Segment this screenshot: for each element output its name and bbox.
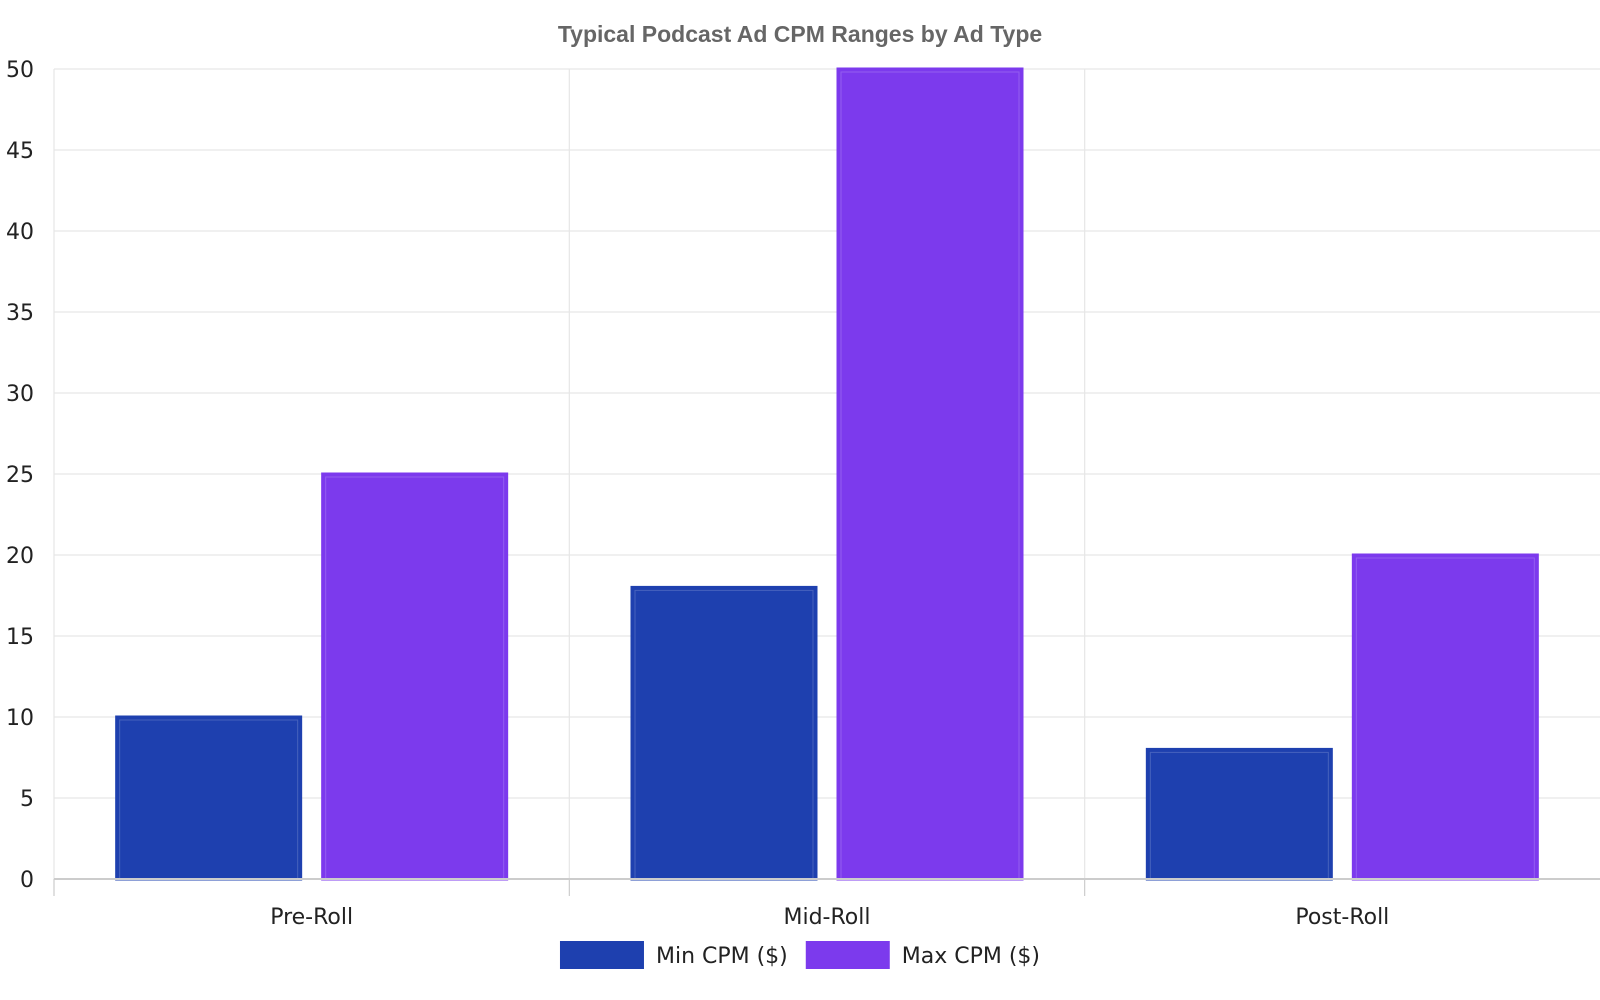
y-tick-label: 40: [6, 220, 34, 245]
x-tick-label: Pre-Roll: [270, 905, 353, 930]
chart-title: Typical Podcast Ad CPM Ranges by Ad Type: [558, 21, 1042, 47]
y-tick-label: 25: [6, 463, 34, 488]
bar-max-pre-roll[interactable]: [321, 472, 509, 881]
bars: [115, 67, 1539, 881]
y-tick-label: 45: [6, 139, 34, 164]
y-tick-label: 20: [6, 544, 34, 569]
y-tick-label: 0: [20, 868, 34, 893]
y-tick-label: 30: [6, 382, 34, 407]
bar-max-post-roll[interactable]: [1351, 553, 1539, 881]
legend-label: Max CPM ($): [902, 944, 1040, 969]
legend-swatch: [805, 941, 890, 969]
legend: Min CPM ($) Max CPM ($): [559, 941, 1040, 969]
x-tick-label: Post-Roll: [1295, 905, 1389, 930]
legend-item[interactable]: Max CPM ($): [805, 941, 1040, 969]
y-tick-label: 15: [6, 625, 34, 650]
y-tick-label: 50: [6, 58, 34, 83]
bar-max-mid-roll[interactable]: [836, 67, 1024, 881]
y-tick-label: 10: [6, 706, 34, 731]
bar-min-post-roll[interactable]: [1145, 747, 1333, 881]
x-tick-label: Mid-Roll: [784, 905, 871, 930]
y-tick-label: 5: [20, 787, 34, 812]
legend-swatch: [559, 941, 644, 969]
axis-labels: 0 5 10 15 20 25 30 35 40 45 50 Pre-Roll Mid-Roll Post…: [6, 58, 1389, 930]
legend-item[interactable]: Min CPM ($): [559, 941, 788, 969]
axes: [53, 69, 1600, 896]
bar-min-pre-roll[interactable]: [115, 715, 303, 881]
y-tick-label: 35: [6, 301, 34, 326]
grid: [54, 68, 1600, 879]
bar-min-mid-roll[interactable]: [630, 585, 818, 881]
legend-label: Min CPM ($): [656, 944, 788, 969]
